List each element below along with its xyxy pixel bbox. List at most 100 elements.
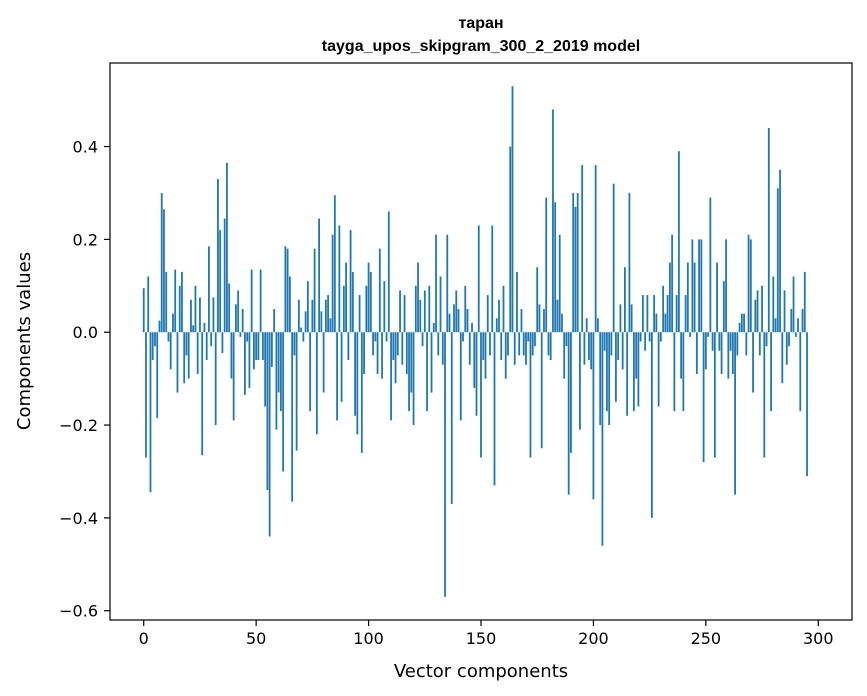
- bar: [556, 299, 559, 333]
- bar: [199, 297, 201, 333]
- bar: [163, 209, 165, 333]
- bar: [518, 332, 521, 356]
- bar: [378, 248, 381, 333]
- bar: [513, 332, 516, 365]
- bar: [540, 332, 543, 449]
- bar: [297, 299, 300, 333]
- bar: [507, 332, 509, 356]
- y-tick-label: 0.2: [73, 230, 98, 249]
- bar: [698, 239, 700, 333]
- bar: [806, 332, 808, 477]
- bar: [570, 332, 572, 453]
- bar: [511, 86, 514, 333]
- bar: [579, 332, 581, 430]
- bar: [246, 332, 249, 342]
- bar: [702, 332, 705, 463]
- bar: [302, 332, 305, 342]
- bar: [288, 276, 291, 333]
- bar: [304, 311, 307, 333]
- bar: [664, 313, 667, 333]
- bar: [241, 309, 244, 333]
- bar: [520, 309, 523, 333]
- bar: [387, 211, 390, 333]
- bar: [345, 262, 347, 333]
- bar: [752, 332, 754, 393]
- bar: [617, 332, 620, 361]
- bar: [619, 304, 622, 333]
- bar: [599, 332, 602, 426]
- bar: [590, 332, 593, 370]
- bar: [414, 285, 417, 333]
- bar: [259, 269, 262, 333]
- bar: [662, 285, 665, 333]
- bar: [783, 290, 786, 333]
- bar: [324, 299, 327, 333]
- bar: [178, 285, 181, 333]
- bar: [653, 295, 656, 333]
- bar: [320, 311, 323, 333]
- bar: [502, 285, 505, 333]
- bar: [626, 332, 629, 416]
- bar: [581, 165, 584, 333]
- bar: [347, 332, 350, 361]
- bar: [160, 192, 163, 333]
- bar: [228, 283, 231, 333]
- bar: [147, 276, 150, 333]
- bar: [630, 304, 633, 333]
- bar: [612, 183, 615, 333]
- y-tick-label: −0.2: [59, 416, 98, 435]
- bar: [572, 192, 575, 333]
- bar: [421, 332, 424, 347]
- bar: [677, 151, 680, 333]
- bar: [790, 309, 793, 333]
- bar: [641, 295, 644, 333]
- bar: [383, 281, 386, 333]
- bar: [621, 332, 624, 370]
- bar: [792, 276, 795, 333]
- bar: [522, 332, 525, 356]
- bar: [405, 332, 408, 374]
- bar: [428, 285, 431, 333]
- bar: [691, 239, 694, 333]
- bar: [536, 267, 539, 333]
- bar: [597, 318, 599, 333]
- bar: [181, 271, 183, 333]
- bar: [394, 332, 397, 384]
- bar: [482, 332, 485, 361]
- bar: [779, 169, 781, 333]
- bar: [716, 262, 718, 333]
- bar: [196, 332, 199, 374]
- bar: [300, 327, 303, 333]
- bar: [477, 225, 480, 333]
- bar: [531, 332, 534, 356]
- bar: [403, 295, 406, 333]
- bar: [680, 332, 683, 379]
- bar: [473, 332, 476, 388]
- bar: [250, 269, 253, 333]
- bar: [758, 332, 761, 356]
- bar: [408, 332, 410, 412]
- bar: [239, 332, 242, 337]
- bar: [439, 276, 442, 333]
- bar: [720, 332, 723, 374]
- bar: [527, 332, 530, 342]
- bar: [381, 332, 383, 379]
- bar: [585, 318, 588, 333]
- bar: [648, 332, 651, 342]
- bar: [376, 332, 379, 374]
- bar: [212, 297, 215, 333]
- bar: [230, 332, 233, 379]
- bar: [356, 332, 359, 435]
- bar: [226, 162, 228, 333]
- bar: [738, 322, 741, 333]
- bar: [327, 295, 329, 333]
- bar: [374, 332, 377, 342]
- bar: [262, 332, 264, 361]
- bar: [633, 332, 635, 412]
- bar: [273, 309, 276, 333]
- chart-title: таран: [458, 15, 503, 32]
- bar: [232, 332, 235, 421]
- bar: [495, 318, 498, 333]
- bar: [311, 299, 314, 333]
- bar: [583, 332, 586, 365]
